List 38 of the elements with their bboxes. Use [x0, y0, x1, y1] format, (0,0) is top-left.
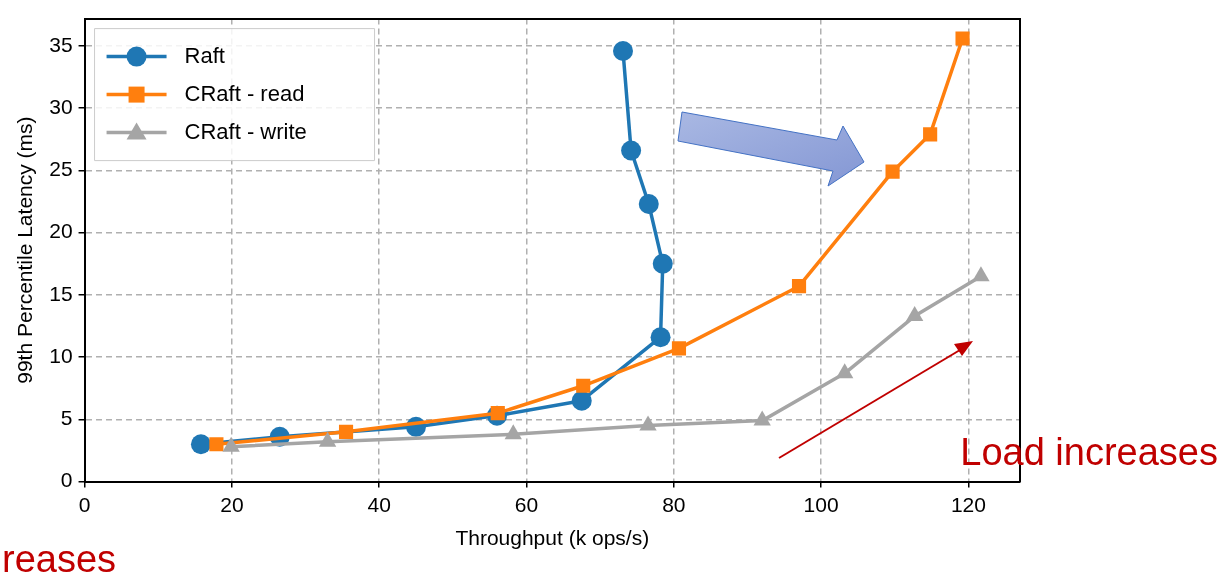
point: [652, 253, 673, 274]
point: [650, 327, 671, 348]
y-tick-label: 20: [49, 219, 73, 243]
point: [571, 390, 592, 411]
text: reases: [2, 538, 117, 578]
point: [791, 279, 807, 294]
y-tick-label: 35: [49, 32, 73, 56]
x-tick-label: 80: [662, 493, 686, 516]
point: [612, 40, 633, 61]
y-tick-label: 15: [49, 281, 73, 305]
y-tick-label: 30: [49, 95, 73, 119]
x-axis-title: Throughput (k ops/s): [455, 526, 650, 550]
point: [923, 127, 938, 142]
x-tick-label: 0: [78, 493, 91, 516]
point: [671, 341, 687, 356]
point: [504, 424, 522, 440]
x-tick-label: 20: [220, 493, 244, 516]
point: [621, 140, 642, 161]
x-tick-label: 100: [803, 493, 839, 516]
x-tick-label: 60: [514, 493, 539, 516]
point: [190, 434, 211, 455]
point: [338, 424, 354, 439]
y-tick-label: 0: [60, 468, 73, 492]
y-tick-label: 25: [49, 157, 73, 181]
legend-label: CRaft - read: [184, 80, 305, 106]
point: [885, 164, 900, 179]
x-tick-label: 120: [950, 493, 986, 516]
y-tick-label: 10: [49, 343, 73, 367]
legend-label: Raft: [184, 42, 225, 68]
x-tick-label: 40: [367, 493, 391, 516]
point: [638, 194, 659, 215]
point: [209, 437, 224, 452]
point: [955, 31, 970, 46]
point: [576, 378, 591, 393]
point: [906, 306, 924, 322]
legend-label: CRaft - write: [184, 118, 307, 144]
y-axis-title: 99th Percentile Latency (ms): [13, 116, 37, 384]
y-tick-label: 5: [60, 406, 73, 430]
